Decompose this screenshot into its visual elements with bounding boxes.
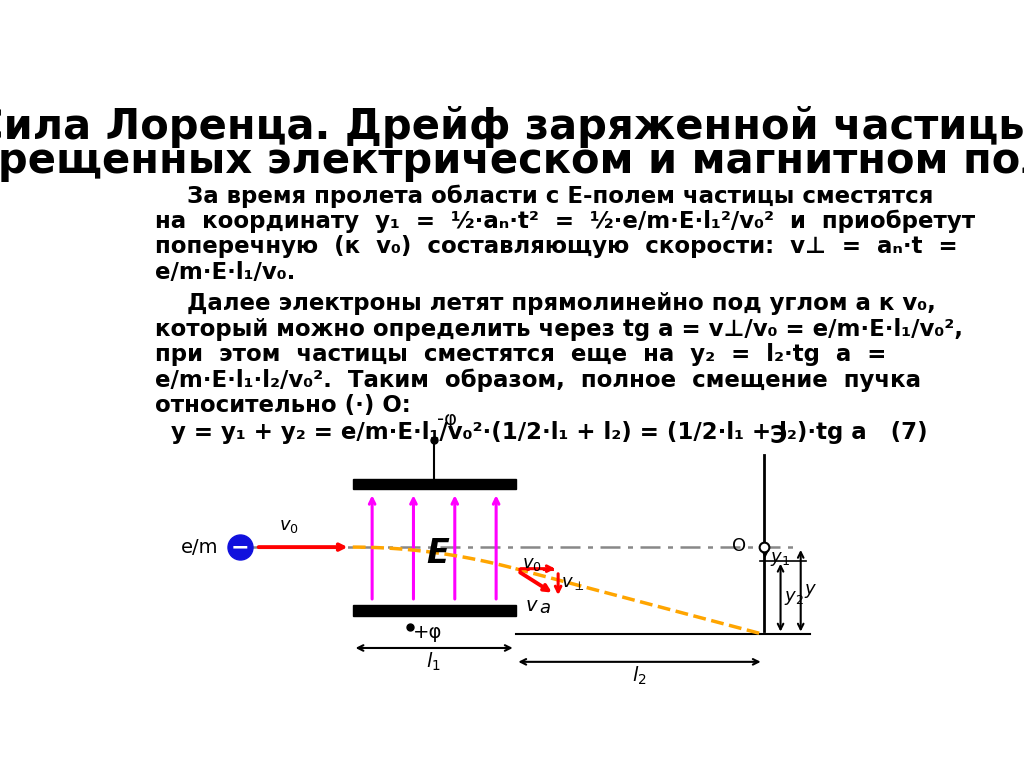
- Text: $y_2$: $y_2$: [783, 589, 804, 607]
- Text: Сила Лоренца. Дрейф заряженной частицы в: Сила Лоренца. Дрейф заряженной частицы в: [0, 106, 1024, 148]
- Text: За время пролета области с E-полем частицы сместятся: За время пролета области с E-полем части…: [155, 184, 934, 208]
- Text: -φ: -φ: [437, 410, 458, 429]
- Text: относительно (·) O:: относительно (·) O:: [155, 394, 411, 417]
- Text: −: −: [231, 537, 250, 557]
- Text: $y$: $y$: [804, 581, 817, 600]
- Text: при  этом  частицы  сместятся  еще  на  y₂  =  l₂·tg  a  =: при этом частицы сместятся еще на y₂ = l…: [155, 343, 887, 366]
- Text: который можно определить через tg a = v⊥/v₀ = e/m·E·l₁/v₀²,: который можно определить через tg a = v⊥…: [155, 318, 964, 341]
- Text: на  координату  y₁  =  ½·aₙ·t²  =  ½·e/m·E·l₁²/v₀²  и  приобретут: на координату y₁ = ½·aₙ·t² = ½·e/m·E·l₁²…: [155, 210, 975, 233]
- Text: e/m: e/m: [181, 538, 219, 557]
- Text: E: E: [427, 537, 450, 570]
- Text: +φ: +φ: [413, 624, 442, 642]
- Bar: [352, 479, 515, 489]
- Text: $v_0$: $v_0$: [279, 517, 299, 535]
- Text: Далее электроны летят прямолинейно под углом a к v₀,: Далее электроны летят прямолинейно под у…: [155, 292, 936, 315]
- Text: $a$: $a$: [539, 600, 551, 617]
- Text: $y_1$: $y_1$: [770, 550, 790, 568]
- Text: e/m·E·l₁/v₀.: e/m·E·l₁/v₀.: [155, 261, 296, 284]
- Text: $l_1$: $l_1$: [426, 651, 441, 673]
- Text: e/m·E·l₁·l₂/v₀².  Таким  образом,  полное  смещение  пучка: e/m·E·l₁·l₂/v₀². Таким образом, полное с…: [155, 368, 922, 392]
- Text: скрещенных электрическом и магнитном полях: скрещенных электрическом и магнитном пол…: [0, 140, 1024, 182]
- Text: $v$: $v$: [524, 597, 539, 615]
- Text: O: O: [732, 537, 746, 555]
- Text: Э: Э: [770, 424, 787, 448]
- Text: $l_2$: $l_2$: [632, 665, 646, 687]
- Text: поперечную  (к  v₀)  составляющую  скорости:  v⊥  =  aₙ·t  =: поперечную (к v₀) составляющую скорости:…: [155, 235, 957, 258]
- Bar: [352, 605, 515, 616]
- Text: $v_0$: $v_0$: [521, 555, 542, 573]
- Text: y = y₁ + y₂ = e/m·E·l₁/v₀²·(1/2·l₁ + l₂) = (1/2·l₁ + l₂)·tg a   (7): y = y₁ + y₂ = e/m·E·l₁/v₀²·(1/2·l₁ + l₂)…: [155, 421, 928, 444]
- Text: $v_\perp$: $v_\perp$: [561, 574, 585, 592]
